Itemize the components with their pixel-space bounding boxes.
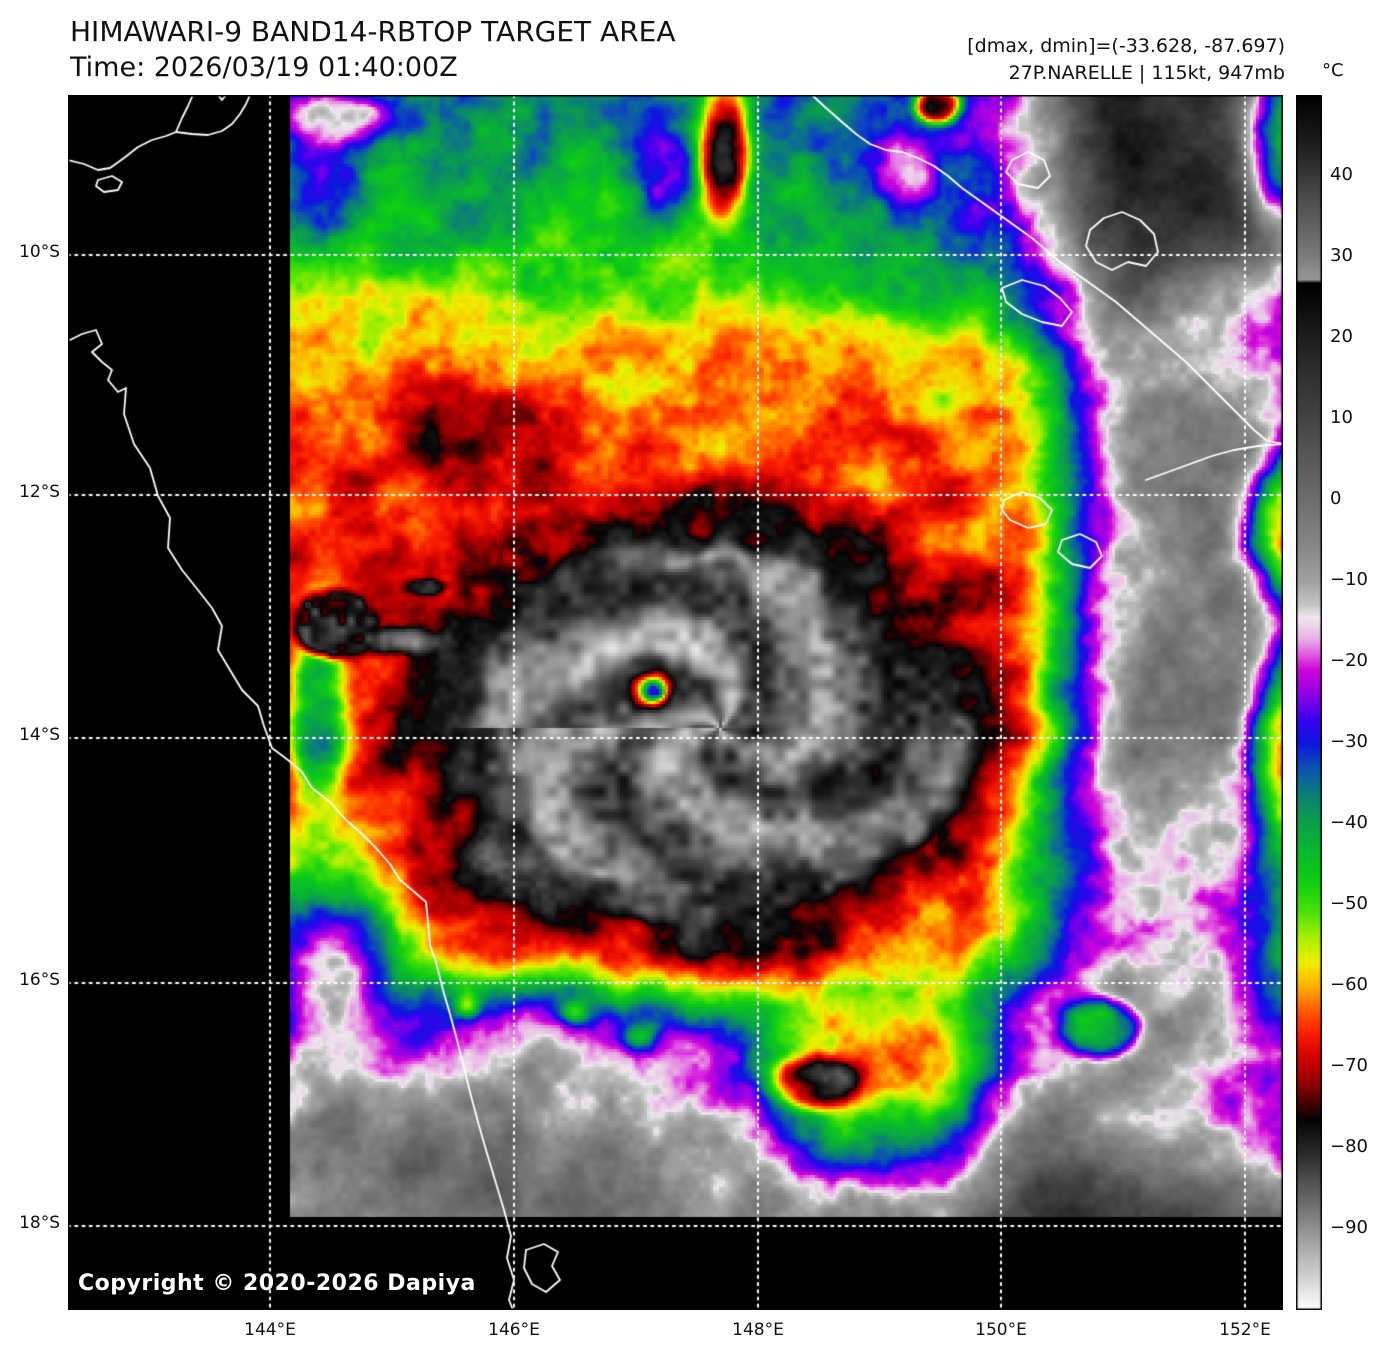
lon-tick-label: 150°E xyxy=(975,1320,1027,1340)
colorbar-tick-label: −30 xyxy=(1330,731,1368,752)
colorbar-tick-label: 40 xyxy=(1330,164,1353,185)
colorbar-tick-label: 0 xyxy=(1330,488,1342,509)
timestamp: Time: 2026/03/19 01:40:00Z xyxy=(70,52,458,83)
satellite-map-plot: Copyright © 2020-2026 Dapiya xyxy=(68,95,1283,1310)
colorbar-tick-label: 20 xyxy=(1330,326,1353,347)
lat-tick-label: 12°S xyxy=(19,482,60,502)
colorbar-tick-label: −40 xyxy=(1330,812,1368,833)
lon-tick-label: 148°E xyxy=(732,1320,784,1340)
colorbar-tick-label: −10 xyxy=(1330,569,1368,590)
colorbar-tick-label: −80 xyxy=(1330,1136,1368,1157)
lon-tick-label: 152°E xyxy=(1219,1320,1271,1340)
lon-tick-label: 144°E xyxy=(244,1320,296,1340)
colorbar xyxy=(1296,95,1322,1310)
lat-tick-label: 16°S xyxy=(19,970,60,990)
dmax-dmin-readout: [dmax, dmin]=(-33.628, -87.697) xyxy=(967,35,1285,57)
title-block: HIMAWARI-9 BAND14-RBTOP TARGET AREA Time… xyxy=(70,14,676,86)
lon-tick-label: 146°E xyxy=(488,1320,540,1340)
colorbar-tick-label: −50 xyxy=(1330,893,1368,914)
lat-tick-label: 10°S xyxy=(19,242,60,262)
colorbar-tick-label: 10 xyxy=(1330,407,1353,428)
storm-info-readout: 27P.NARELLE | 115kt, 947mb xyxy=(1008,62,1285,84)
page-title: HIMAWARI-9 BAND14-RBTOP TARGET AREA xyxy=(70,15,676,48)
colorbar-tick-label: −60 xyxy=(1330,974,1368,995)
colorbar-unit-label: °C xyxy=(1322,60,1344,81)
colorbar-tick-label: −90 xyxy=(1330,1217,1368,1238)
satellite-image-canvas xyxy=(68,95,1283,1310)
lat-tick-label: 18°S xyxy=(19,1213,60,1233)
stats-block: [dmax, dmin]=(-33.628, -87.697) 27P.NARE… xyxy=(967,33,1285,87)
lat-tick-label: 14°S xyxy=(19,725,60,745)
colorbar-tick-label: 30 xyxy=(1330,245,1353,266)
colorbar-tick-label: −70 xyxy=(1330,1055,1368,1076)
colorbar-tick-label: −20 xyxy=(1330,650,1368,671)
copyright-label: Copyright © 2020-2026 Dapiya xyxy=(78,1271,476,1296)
